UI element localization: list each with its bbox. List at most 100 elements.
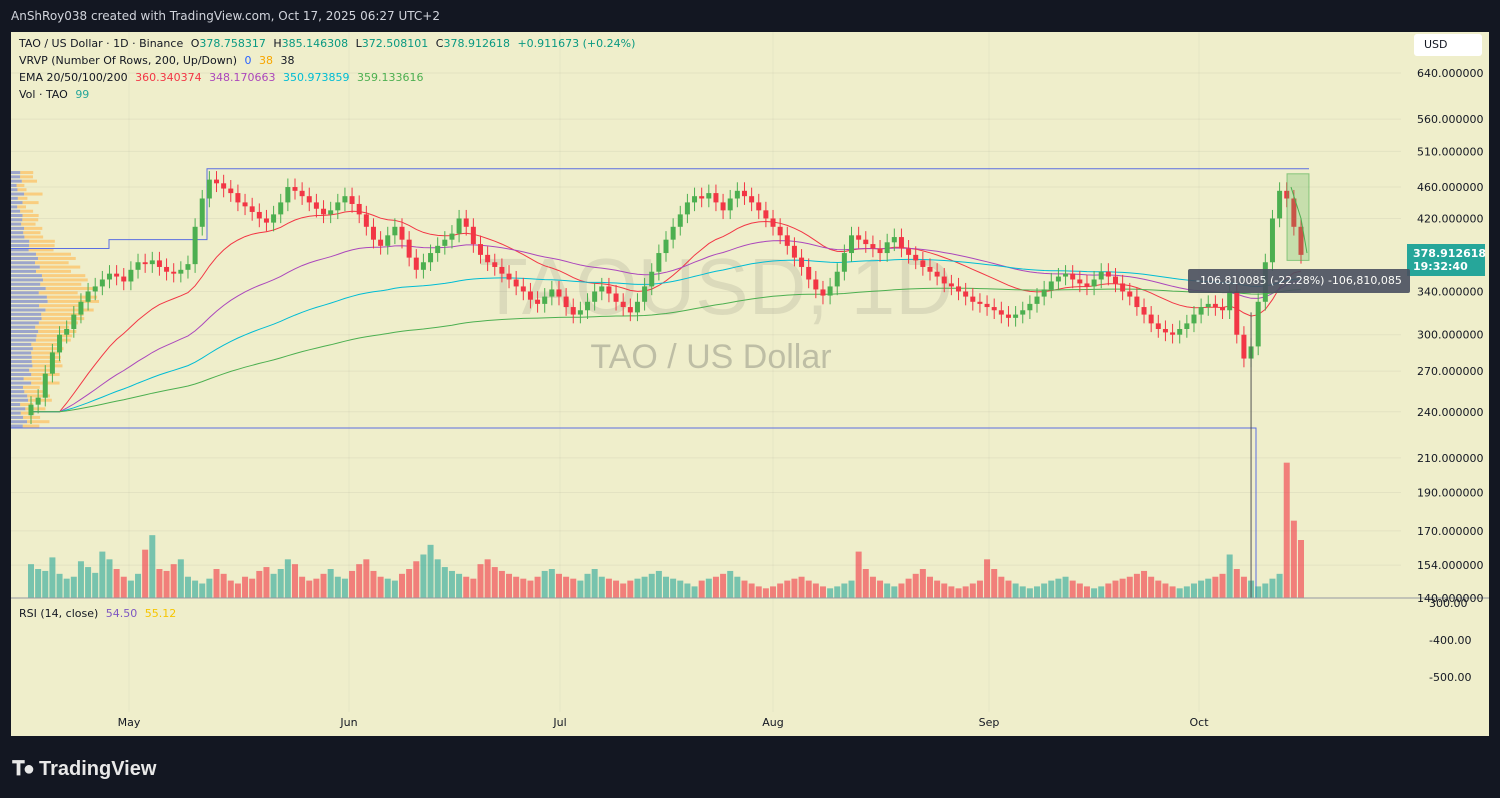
volume-bar — [806, 581, 812, 598]
vrvp-row-down — [17, 188, 26, 191]
vrvp-row-up — [11, 369, 29, 372]
time-tick-label: May — [118, 716, 141, 729]
ema100-value: 350.973859 — [283, 71, 349, 84]
vrvp-row-up — [11, 296, 47, 299]
volume-bar — [1091, 588, 1097, 598]
volume-bar — [435, 559, 441, 598]
candle — [621, 302, 626, 307]
volume-bar — [306, 581, 312, 598]
volume-bar — [99, 552, 105, 598]
current-price-tag: 378.912618 19:32:40 — [1407, 244, 1485, 276]
vrvp-row-up — [11, 390, 24, 393]
volume-bar — [856, 552, 862, 598]
volume-bar — [799, 577, 805, 598]
candle — [464, 218, 469, 226]
candle — [185, 264, 190, 270]
vrvp-row-down — [32, 356, 61, 359]
volume-bar — [1220, 574, 1226, 598]
volume-bar — [485, 559, 491, 598]
candle — [1277, 191, 1282, 219]
candle — [592, 291, 597, 301]
candle — [820, 289, 825, 295]
candle — [264, 218, 269, 222]
current-price: 378.912618 — [1413, 247, 1485, 260]
volume-bar — [1070, 581, 1076, 598]
candle — [385, 235, 390, 246]
volume-bar — [1084, 586, 1090, 598]
vrvp-row-up — [11, 313, 41, 316]
volume-bar — [135, 574, 141, 598]
volume-bar — [114, 569, 120, 598]
volume-bar — [877, 581, 883, 598]
candle — [635, 302, 640, 313]
price-tick-label: 640.000000 — [1417, 67, 1483, 80]
candle — [78, 302, 83, 315]
candle — [835, 272, 840, 287]
candle — [878, 249, 883, 254]
candle — [285, 187, 290, 202]
candle — [1142, 307, 1147, 315]
candle — [328, 210, 333, 214]
candle — [1170, 332, 1175, 334]
vrvp-row-down — [23, 416, 40, 419]
volume-bar — [235, 584, 241, 599]
volume-bar — [1269, 579, 1275, 598]
candle — [71, 315, 76, 329]
candle — [1191, 315, 1196, 324]
price-tick-label: 170.000000 — [1417, 525, 1483, 538]
legend-symbol-row[interactable]: TAO / US Dollar · 1D · Binance O378.7583… — [19, 37, 639, 50]
volume-bar — [948, 586, 954, 598]
legend-vol-row[interactable]: Vol · TAO 99 — [19, 88, 93, 101]
range-box — [11, 169, 1309, 598]
ema200-value: 359.133616 — [357, 71, 423, 84]
volume-bar — [214, 569, 220, 598]
vrvp-row-up — [11, 317, 42, 320]
candle — [664, 240, 669, 253]
chart-area[interactable]: TAOUSD, 1D TAO / US Dollar 640.000000 560… — [11, 32, 1489, 736]
rsi-tick-label: -500.00 — [1429, 671, 1471, 684]
legend-rsi-row[interactable]: RSI (14, close) 54.50 55.12 — [19, 607, 180, 620]
legend-ema-row[interactable]: EMA 20/50/100/200 360.340374 348.170663 … — [19, 71, 428, 84]
candle — [970, 297, 975, 302]
price-tick-label: 270.000000 — [1417, 365, 1483, 378]
volume-bar — [970, 584, 976, 599]
volume-bar — [706, 579, 712, 598]
vrvp-row-up — [11, 270, 36, 273]
vrvp-row-up — [11, 201, 22, 204]
candle — [243, 202, 248, 206]
vrvp-row-up — [11, 197, 18, 200]
rsi-axis: 300.00-400.00-500.00 — [1429, 597, 1471, 684]
vrvp-row-down — [29, 240, 55, 243]
vrvp-row-up — [11, 321, 39, 324]
volume-bar — [85, 567, 91, 598]
volume-bar — [385, 579, 391, 598]
candle — [292, 187, 297, 191]
vrvp-row-down — [24, 227, 42, 230]
legend-symbol: TAO / US Dollar · 1D · Binance — [19, 37, 183, 50]
volume-bar — [713, 577, 719, 598]
volume-bar — [1177, 588, 1183, 598]
candle — [1241, 335, 1246, 359]
candle — [278, 202, 283, 214]
vrvp-row-up — [11, 300, 48, 303]
volume-bar — [399, 574, 405, 598]
attribution-text: AnShRoy038 created with TradingView.com,… — [11, 9, 440, 23]
candle — [29, 405, 34, 416]
tradingview-logo[interactable]: 𝐓● TradingView — [12, 758, 156, 781]
ema50-value: 348.170663 — [209, 71, 275, 84]
vrvp-row-down — [23, 386, 40, 389]
legend-vrvp-row[interactable]: VRVP (Number Of Rows, 200, Up/Down) 0 38… — [19, 54, 299, 67]
vrvp-row-down — [42, 274, 85, 277]
candle — [1149, 315, 1154, 324]
volume-bar — [506, 574, 512, 598]
vrvp-row-up — [11, 291, 39, 294]
currency-button[interactable]: USD — [1414, 34, 1482, 56]
candle — [114, 274, 119, 277]
candle — [956, 286, 961, 291]
chart-canvas[interactable]: TAOUSD, 1D TAO / US Dollar 640.000000 560… — [11, 32, 1489, 736]
volume-bar — [1148, 577, 1154, 598]
time-tick-label: Jul — [552, 716, 566, 729]
candle — [963, 291, 968, 296]
candle — [649, 272, 654, 287]
volume-bar — [449, 571, 455, 598]
